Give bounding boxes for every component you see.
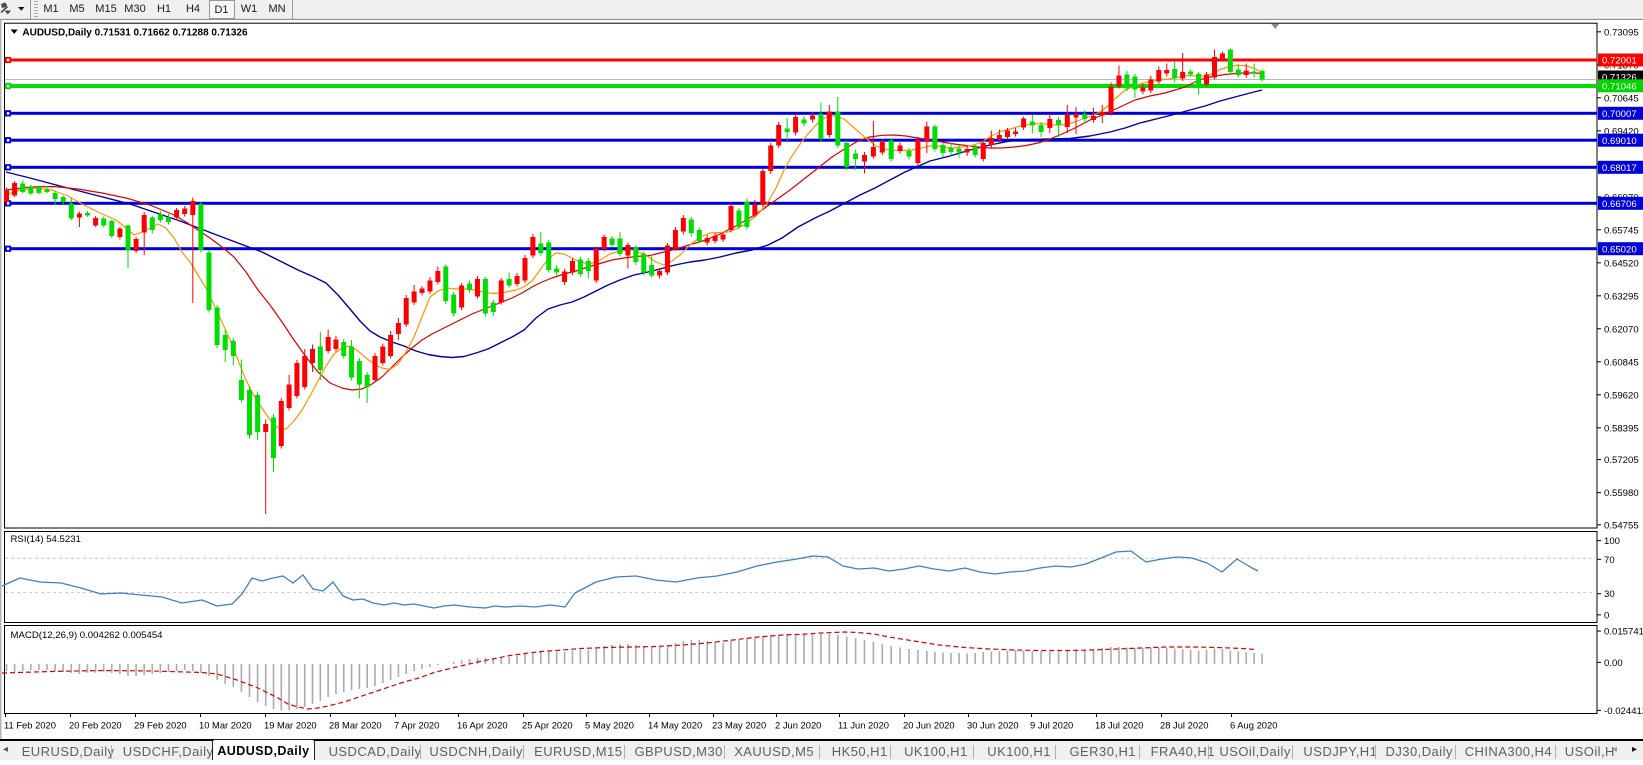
svg-text:6 Aug 2020: 6 Aug 2020 bbox=[1230, 720, 1277, 731]
svg-text:11 Feb 2020: 11 Feb 2020 bbox=[4, 720, 56, 731]
svg-text:0.54755: 0.54755 bbox=[1604, 520, 1639, 531]
svg-text:5 May 2020: 5 May 2020 bbox=[585, 720, 634, 731]
svg-text:0.72001: 0.72001 bbox=[1602, 56, 1637, 67]
svg-text:RSI(14) 54.5231: RSI(14) 54.5231 bbox=[11, 534, 81, 545]
svg-text:25 Apr 2020: 25 Apr 2020 bbox=[522, 720, 573, 731]
svg-text:0.70007: 0.70007 bbox=[1602, 109, 1637, 120]
svg-text:0.71046: 0.71046 bbox=[1602, 81, 1637, 92]
svg-text:AUDUSD,Daily 0.71531 0.71662: AUDUSD,Daily 0.71531 0.71662 0.71288 0.7… bbox=[22, 28, 248, 39]
svg-text:9 Jul 2020: 9 Jul 2020 bbox=[1030, 720, 1073, 731]
svg-text:0.55980: 0.55980 bbox=[1604, 488, 1639, 499]
svg-text:23 May 2020: 23 May 2020 bbox=[712, 720, 766, 731]
svg-text:0.62070: 0.62070 bbox=[1604, 324, 1639, 335]
svg-text:14 May 2020: 14 May 2020 bbox=[648, 720, 702, 731]
svg-text:0.59620: 0.59620 bbox=[1604, 390, 1639, 401]
svg-text:0.64520: 0.64520 bbox=[1604, 258, 1639, 269]
svg-text:0.00: 0.00 bbox=[1604, 658, 1623, 669]
svg-text:0.65020: 0.65020 bbox=[1602, 244, 1637, 255]
svg-text:19 Mar 2020: 19 Mar 2020 bbox=[264, 720, 317, 731]
svg-text:-0.024412: -0.024412 bbox=[1604, 706, 1643, 717]
svg-text:0.58395: 0.58395 bbox=[1604, 423, 1639, 434]
svg-text:11 Jun 2020: 11 Jun 2020 bbox=[838, 720, 889, 731]
svg-text:28 Jul 2020: 28 Jul 2020 bbox=[1160, 720, 1208, 731]
svg-text:30: 30 bbox=[1604, 589, 1615, 600]
svg-text:0.015741: 0.015741 bbox=[1604, 627, 1643, 638]
svg-text:0.68017: 0.68017 bbox=[1602, 163, 1637, 174]
svg-text:20 Feb 2020: 20 Feb 2020 bbox=[69, 720, 122, 731]
svg-text:0.69010: 0.69010 bbox=[1602, 136, 1637, 147]
svg-text:0.69420: 0.69420 bbox=[1604, 126, 1639, 137]
svg-text:0.65745: 0.65745 bbox=[1604, 225, 1639, 236]
svg-text:29 Feb 2020: 29 Feb 2020 bbox=[134, 720, 187, 731]
svg-text:100: 100 bbox=[1604, 536, 1620, 547]
svg-text:0.71326: 0.71326 bbox=[1602, 73, 1637, 84]
svg-text:20 Jun 2020: 20 Jun 2020 bbox=[903, 720, 955, 731]
svg-text:10 Mar 2020: 10 Mar 2020 bbox=[199, 720, 252, 731]
svg-text:70: 70 bbox=[1604, 555, 1615, 566]
svg-text:0.73095: 0.73095 bbox=[1604, 27, 1639, 38]
svg-text:7 Apr 2020: 7 Apr 2020 bbox=[394, 720, 439, 731]
svg-text:0.63295: 0.63295 bbox=[1604, 291, 1639, 302]
svg-text:0.60845: 0.60845 bbox=[1604, 357, 1639, 368]
svg-text:30 Jun 2020: 30 Jun 2020 bbox=[967, 720, 1019, 731]
svg-text:0.70645: 0.70645 bbox=[1604, 93, 1639, 104]
svg-text:18 Jul 2020: 18 Jul 2020 bbox=[1095, 720, 1143, 731]
svg-text:0.57205: 0.57205 bbox=[1604, 455, 1639, 466]
svg-text:16 Apr 2020: 16 Apr 2020 bbox=[457, 720, 508, 731]
svg-text:0.66706: 0.66706 bbox=[1602, 199, 1637, 210]
svg-text:MACD(12,26,9) 0.004262 0.00545: MACD(12,26,9) 0.004262 0.005454 bbox=[11, 630, 164, 641]
svg-text:28 Mar 2020: 28 Mar 2020 bbox=[329, 720, 382, 731]
svg-text:2 Jun 2020: 2 Jun 2020 bbox=[775, 720, 821, 731]
svg-text:0: 0 bbox=[1604, 610, 1609, 621]
